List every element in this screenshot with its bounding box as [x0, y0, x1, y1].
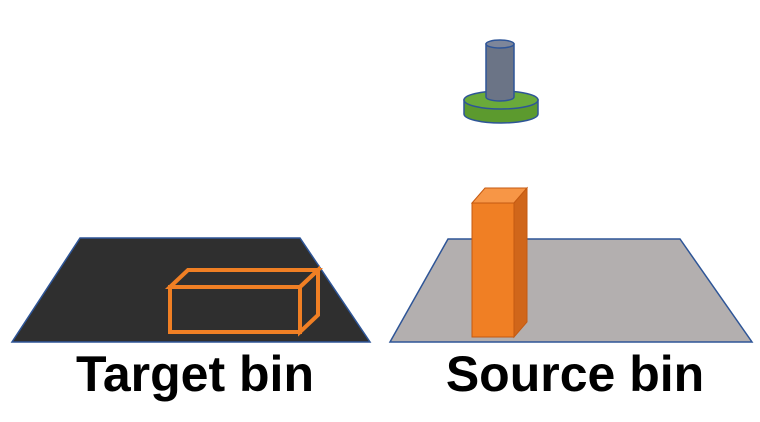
target-bin-label: Target bin — [76, 346, 314, 402]
source-box — [470, 186, 529, 339]
gripper-shaft — [485, 43, 515, 102]
target-placement-box — [164, 265, 324, 337]
target-bin — [10, 237, 372, 343]
gripper — [463, 39, 539, 124]
source-bin-label: Source bin — [445, 346, 705, 402]
source-bin — [388, 238, 754, 343]
